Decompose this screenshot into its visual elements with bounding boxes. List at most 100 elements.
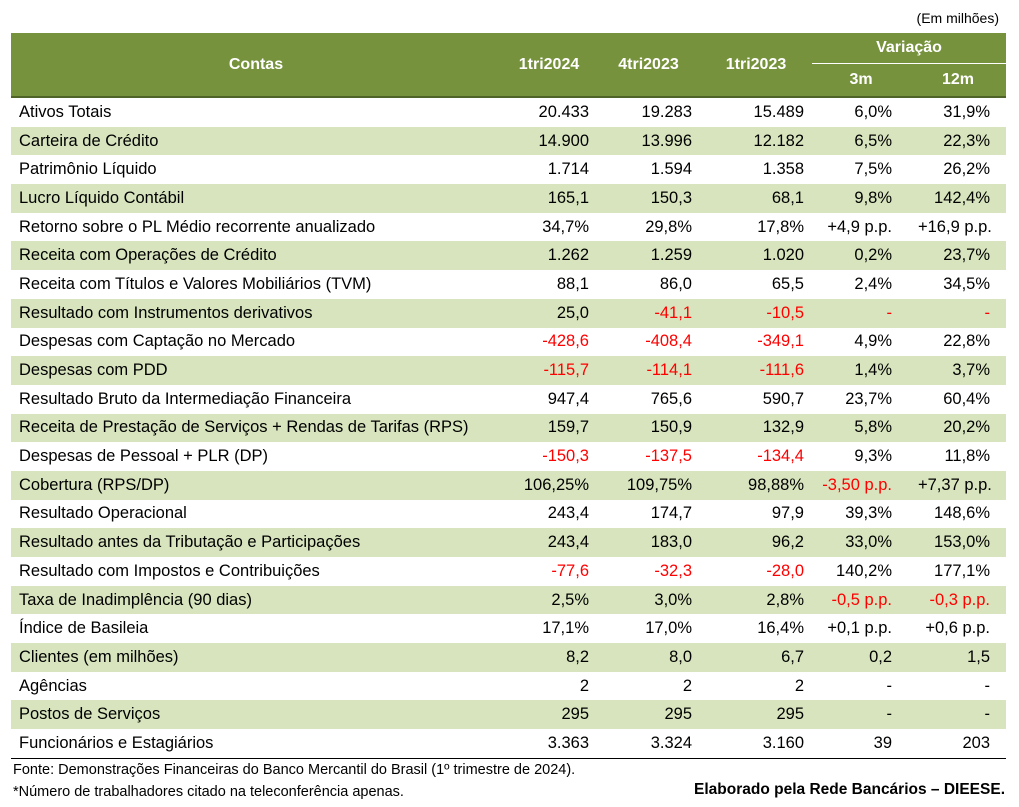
table-row: Índice de Basileia 17,1% 17,0% 16,4% +0,1 p.… bbox=[11, 614, 1006, 643]
table-row: Resultado Operacional 243,4 174,7 97,9 39,3%… bbox=[11, 500, 1006, 529]
cell-4tri2023: 150,3 bbox=[597, 184, 700, 213]
cell-4tri2023: 13.996 bbox=[597, 126, 700, 156]
credit-line: Elaborado pela Rede Bancários – DIEESE. bbox=[694, 781, 1005, 798]
cell-4tri2023: 8,0 bbox=[597, 643, 700, 672]
footnote: *Número de trabalhadores citado na telec… bbox=[13, 784, 404, 800]
table-row: Retorno sobre o PL Médio recorrente anua… bbox=[11, 213, 1006, 242]
row-label: Receita com Títulos e Valores Mobiliário… bbox=[19, 274, 372, 293]
cell-1tri2024: 243,4 bbox=[547, 504, 589, 523]
row-label: Postos de Serviços bbox=[11, 700, 501, 730]
row-label: Resultado Bruto da Intermediação Finance… bbox=[19, 389, 352, 408]
cell-var-3m: 1,4% bbox=[812, 356, 910, 385]
cell-1tri2023: 590,7 bbox=[762, 389, 804, 408]
cell-1tri2023: 1.358 bbox=[762, 160, 804, 179]
cell-1tri2023: -111,6 bbox=[700, 356, 812, 385]
cell-var-12m: 1,5 bbox=[910, 643, 1007, 672]
row-label: Funcionários e Estagiários bbox=[11, 729, 501, 759]
cell-var-3m: 140,2% bbox=[836, 561, 892, 580]
cell-1tri2023: 97,9 bbox=[771, 504, 804, 523]
cell-1tri2023: 2,8% bbox=[700, 585, 812, 615]
header-1tri2024: 1tri2024 bbox=[501, 33, 597, 98]
cell-4tri2023: 1.259 bbox=[597, 241, 700, 271]
cell-1tri2024: 14.900 bbox=[501, 126, 597, 156]
cell-1tri2023: 16,4% bbox=[757, 619, 804, 638]
header-3m: 3m bbox=[812, 63, 910, 98]
row-label: Ativos Totais bbox=[19, 102, 112, 121]
cell-1tri2023: 2 bbox=[794, 676, 804, 695]
cell-1tri2023: 6,7 bbox=[700, 643, 812, 672]
table-row: Resultado Bruto da Intermediação Finance… bbox=[11, 385, 1006, 414]
header-contas: Contas bbox=[11, 33, 501, 98]
cell-1tri2024: 8,2 bbox=[501, 643, 597, 672]
cell-1tri2024: 88,1 bbox=[556, 274, 589, 293]
cell-var-12m: 60,4% bbox=[943, 389, 991, 408]
cell-1tri2023: 96,2 bbox=[700, 528, 812, 557]
cell-4tri2023: -408,4 bbox=[645, 332, 692, 351]
cell-var-12m: 11,8% bbox=[944, 447, 991, 466]
cell-var-12m: 177,1% bbox=[934, 561, 991, 580]
row-label: Carteira de Crédito bbox=[11, 126, 501, 156]
cell-4tri2023: 174,7 bbox=[650, 504, 692, 523]
cell-1tri2024: 34,7% bbox=[542, 217, 589, 236]
table-row: Receita de Prestação de Serviços + Renda… bbox=[11, 413, 1007, 443]
cell-1tri2024: 20.433 bbox=[538, 102, 589, 121]
cell-4tri2023: 109,75% bbox=[597, 470, 700, 500]
cell-1tri2024: 17,1% bbox=[542, 619, 589, 638]
cell-var-12m: - bbox=[910, 700, 1007, 730]
cell-var-3m: 39,3% bbox=[845, 504, 892, 523]
row-label: Agências bbox=[19, 676, 87, 695]
cell-var-12m: +0,6 p.p. bbox=[925, 619, 991, 638]
table-row: Ativos Totais 20.433 19.283 15.489 6,0% 31,9% bbox=[11, 97, 1006, 127]
cell-var-12m: 142,4% bbox=[910, 184, 1007, 213]
header-1tri2023: 1tri2023 bbox=[700, 33, 812, 98]
cell-1tri2024: 25,0 bbox=[501, 298, 597, 328]
cell-1tri2023: -28,0 bbox=[766, 561, 804, 580]
cell-1tri2024: 243,4 bbox=[501, 528, 597, 557]
table-row: Postos de Serviços 295 295 295- - bbox=[11, 700, 1007, 730]
row-label: Lucro Líquido Contábil bbox=[11, 184, 501, 213]
cell-var-3m: - bbox=[812, 700, 910, 730]
cell-1tri2023: -349,1 bbox=[757, 332, 804, 351]
table-row: Funcionários e Estagiários 3.363 3.324 3.16… bbox=[11, 729, 1007, 759]
cell-1tri2023: 65,5 bbox=[771, 274, 804, 293]
cell-var-3m: 5,8% bbox=[812, 413, 910, 443]
row-label: Resultado com Instrumentos derivativos bbox=[11, 298, 501, 328]
cell-1tri2024: 295 bbox=[501, 700, 597, 730]
cell-1tri2023: -134,4 bbox=[757, 447, 804, 466]
table-row: Receita com Títulos e Valores Mobiliário… bbox=[11, 270, 1006, 299]
row-label: Taxa de Inadimplência (90 dias) bbox=[11, 585, 501, 615]
cell-var-3m: 39 bbox=[812, 729, 910, 759]
cell-1tri2024: 165,1 bbox=[501, 184, 597, 213]
table-row: Receita com Operações de Crédito 1.262 1.2… bbox=[11, 241, 1007, 271]
table-row: Despesas com Captação no Mercado -428,6 -4… bbox=[11, 328, 1006, 357]
cell-4tri2023: 150,9 bbox=[597, 413, 700, 443]
cell-var-3m: 6,0% bbox=[854, 102, 892, 121]
cell-1tri2024: -115,7 bbox=[501, 356, 597, 385]
cell-1tri2024: 1.262 bbox=[501, 241, 597, 271]
cell-4tri2023: 86,0 bbox=[659, 274, 692, 293]
row-label: Despesas com Captação no Mercado bbox=[19, 332, 296, 351]
cell-4tri2023: 295 bbox=[597, 700, 700, 730]
cell-var-12m: 34,5% bbox=[943, 274, 991, 293]
cell-4tri2023: -32,3 bbox=[654, 561, 692, 580]
row-label: Despesas de Pessoal + PLR (DP) bbox=[19, 447, 268, 466]
cell-var-12m: +7,37 p.p. bbox=[910, 470, 1007, 500]
table-row: Lucro Líquido Contábil 165,1 150,3 68,1 9,8%… bbox=[11, 184, 1007, 213]
cell-1tri2024: 1.714 bbox=[547, 160, 589, 179]
cell-var-12m: 31,9% bbox=[943, 102, 991, 121]
cell-var-3m: 7,5% bbox=[854, 160, 892, 179]
cell-var-12m: - bbox=[984, 676, 991, 695]
cell-var-12m: +16,9 p.p. bbox=[918, 217, 992, 236]
cell-4tri2023: -41,1 bbox=[597, 298, 700, 328]
row-label: Resultado Operacional bbox=[19, 504, 187, 523]
cell-1tri2024: 106,25% bbox=[501, 470, 597, 500]
cell-4tri2023: 1.594 bbox=[650, 160, 692, 179]
cell-var-3m: -3,50 p.p. bbox=[812, 470, 910, 500]
cell-var-12m: 148,6% bbox=[934, 504, 991, 523]
cell-var-12m: - bbox=[910, 298, 1007, 328]
table-row: Despesas com PDD -115,7 -114,1 -111,6 1,4% 3,… bbox=[11, 356, 1007, 385]
cell-4tri2023: -114,1 bbox=[597, 356, 700, 385]
cell-4tri2023: 3.324 bbox=[597, 729, 700, 759]
row-label: Patrimônio Líquido bbox=[19, 160, 157, 179]
cell-1tri2023: 17,8% bbox=[757, 217, 804, 236]
